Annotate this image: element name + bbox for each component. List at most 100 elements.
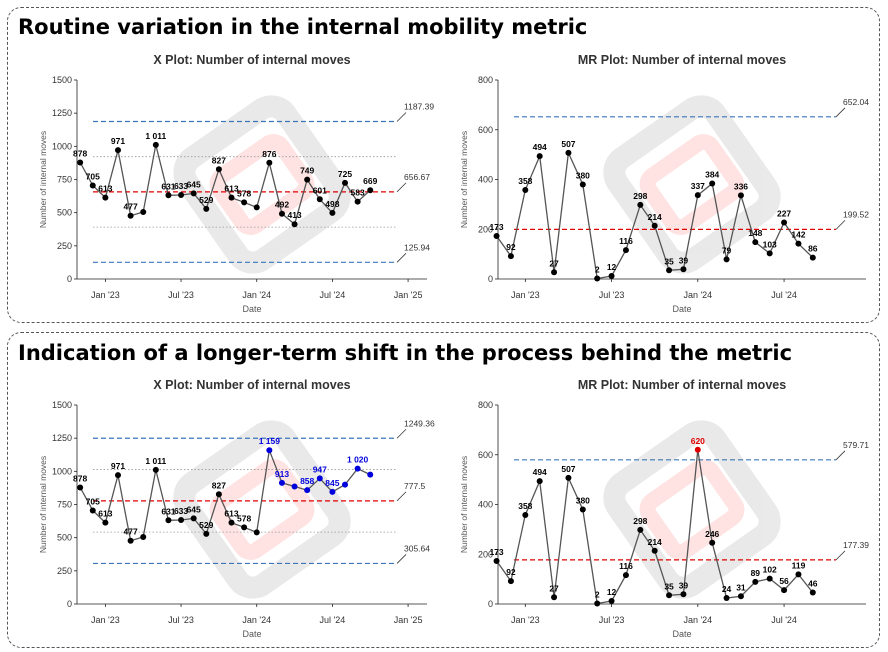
- data-label: 971: [111, 461, 125, 471]
- y-tick-label: 0: [488, 599, 493, 609]
- data-label: 116: [619, 236, 633, 246]
- data-label: 477: [124, 202, 138, 212]
- y-tick-label: 600: [478, 450, 493, 460]
- data-label: 214: [648, 212, 662, 222]
- data-point: [579, 506, 586, 513]
- data-label: 119: [792, 560, 806, 570]
- center-line-label: 199.52: [843, 209, 869, 219]
- data-label: 507: [561, 464, 575, 474]
- data-point: [140, 534, 147, 541]
- series-line: [79, 447, 371, 542]
- x-tick-label: Jan '23: [91, 615, 120, 625]
- data-point: [165, 517, 172, 524]
- data-point: [766, 575, 773, 582]
- center-line-leader: [835, 550, 846, 561]
- center-line-label: 777.5: [404, 481, 426, 491]
- data-point: [795, 240, 802, 247]
- x-tick-label: Jan '25: [394, 290, 423, 300]
- x-tick-label: Jan '24: [242, 615, 271, 625]
- y-tick-label: 0: [488, 274, 493, 284]
- data-point: [278, 479, 285, 486]
- data-point: [291, 221, 298, 228]
- data-label: 749: [300, 166, 314, 176]
- data-label: 827: [212, 155, 226, 165]
- data-label: 337: [691, 181, 705, 191]
- data-point: [795, 571, 802, 578]
- x-tick-label: Jan '23: [511, 615, 540, 625]
- chart-title: X Plot: Number of internal moves: [153, 53, 350, 67]
- upper-limit-line-label: 1187.39: [404, 101, 434, 111]
- data-point: [114, 147, 121, 154]
- chart-title: MR Plot: Number of internal moves: [578, 378, 786, 392]
- data-point: [367, 187, 374, 194]
- x-tick-label: Jan '24: [683, 615, 712, 625]
- data-label: 148: [748, 228, 762, 238]
- data-label: 358: [518, 176, 532, 186]
- x-tick-label: Jul '23: [599, 290, 625, 300]
- data-point: [178, 192, 185, 199]
- data-point: [152, 466, 159, 473]
- data-point: [809, 589, 816, 596]
- data-point: [507, 253, 514, 260]
- data-label: 876: [262, 149, 276, 159]
- y-tick-label: 500: [57, 533, 72, 543]
- data-point: [651, 222, 658, 229]
- data-label: 645: [187, 504, 201, 514]
- data-label: 12: [607, 262, 617, 272]
- data-point: [278, 210, 285, 217]
- data-label: 613: [224, 184, 238, 194]
- y-tick-label: 1500: [52, 75, 72, 85]
- data-label: 27: [549, 258, 559, 268]
- data-label: 2: [595, 590, 600, 600]
- data-label: 947: [313, 464, 327, 474]
- y-axis-label: Number of internal moves: [38, 131, 48, 228]
- y-tick-label: 1250: [52, 433, 72, 443]
- data-label: 494: [533, 142, 547, 152]
- data-point: [594, 600, 601, 607]
- data-point: [565, 474, 572, 481]
- chart-title: MR Plot: Number of internal moves: [578, 53, 786, 67]
- center-line-label: 656.67: [404, 172, 430, 182]
- data-point: [89, 507, 96, 514]
- data-label: 1 159: [259, 436, 281, 446]
- data-label: 358: [518, 501, 532, 511]
- data-point: [651, 547, 658, 554]
- data-label: 79: [722, 245, 732, 255]
- data-point: [579, 181, 586, 188]
- data-label: 578: [237, 513, 251, 523]
- data-point: [608, 598, 615, 605]
- data-point: [304, 176, 311, 183]
- data-point: [253, 529, 260, 536]
- data-label: 578: [237, 188, 251, 198]
- data-label: 384: [705, 169, 719, 179]
- y-tick-label: 200: [478, 549, 493, 559]
- data-label: 92: [506, 567, 516, 577]
- data-label: 35: [664, 256, 674, 266]
- x-axis-label: Date: [242, 629, 261, 639]
- data-label: 1 011: [145, 131, 166, 141]
- data-label: 380: [576, 170, 590, 180]
- data-point: [329, 209, 336, 216]
- y-tick-label: 400: [478, 175, 493, 185]
- data-label: 173: [489, 222, 503, 232]
- data-point: [608, 273, 615, 280]
- data-label: 56: [779, 576, 789, 586]
- data-label: 298: [633, 191, 647, 201]
- watermark-logo: [603, 420, 781, 599]
- data-point: [367, 471, 374, 478]
- x-tick-label: Jul '23: [168, 615, 194, 625]
- data-point: [127, 212, 134, 219]
- data-point: [737, 192, 744, 199]
- data-point: [291, 483, 298, 490]
- panel-longer-term-shift: [7, 332, 880, 648]
- data-point: [637, 526, 644, 533]
- data-point: [304, 487, 311, 494]
- data-point: [709, 180, 716, 187]
- data-point: [766, 250, 773, 257]
- data-point: [114, 472, 121, 479]
- data-point: [329, 488, 336, 495]
- upper-limit-line-leader: [835, 450, 846, 461]
- data-point: [102, 519, 109, 526]
